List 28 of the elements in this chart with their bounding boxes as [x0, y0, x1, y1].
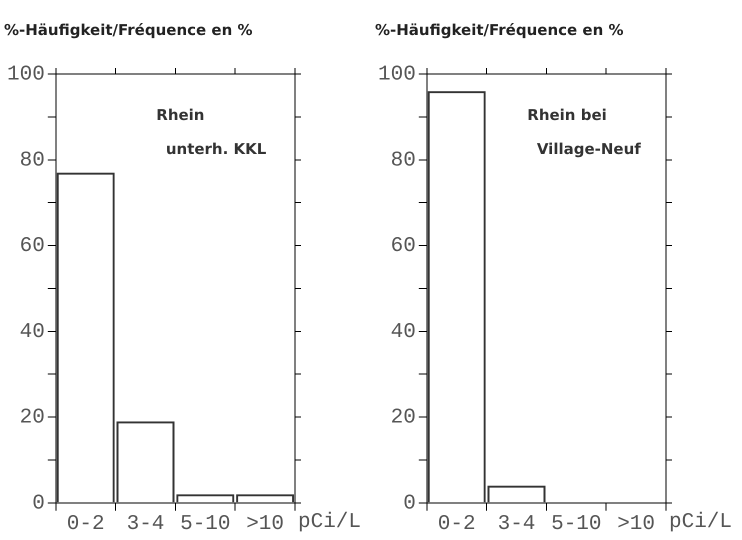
y-tick-label: 0	[403, 492, 416, 516]
x-tick-label: 3-4	[498, 512, 536, 536]
y-tick-label: 20	[390, 406, 416, 430]
x-tick-label: 3-4	[126, 512, 164, 536]
annotation: Rhein	[156, 106, 204, 124]
x-axis-title: pCi/L	[298, 510, 362, 534]
y-tick-label: 60	[390, 235, 416, 258]
x-tick-label: 5-10	[551, 512, 602, 536]
annotation: Village-Neuf	[536, 140, 642, 158]
y-axis-title: %-Häufigkeit/Fréquence en %	[4, 20, 253, 39]
x-tick-label: >10	[246, 512, 284, 536]
x-tick-label: 0-2	[438, 512, 476, 536]
annotation: Rhein bei	[527, 106, 607, 124]
y-tick-label: 100	[378, 64, 416, 87]
y-tick-label: 80	[390, 149, 416, 172]
y-tick-label: 100	[6, 64, 45, 87]
x-tick-label: 5-10	[180, 512, 231, 536]
y-tick-label: 40	[20, 320, 45, 344]
x-axis-title: pCi/L	[669, 510, 732, 534]
annotation: unterh. KKL	[166, 140, 267, 158]
y-tick-label: 20	[20, 406, 45, 430]
x-tick-label: 0-2	[66, 512, 105, 536]
y-tick-label: 0	[32, 492, 45, 516]
y-tick-label: 40	[390, 320, 416, 344]
y-tick-label: 60	[20, 235, 45, 258]
y-tick-label: 80	[20, 149, 45, 172]
y-axis-title: %-Häufigkeit/Fréquence en %	[375, 20, 624, 39]
x-tick-label: >10	[617, 512, 656, 536]
